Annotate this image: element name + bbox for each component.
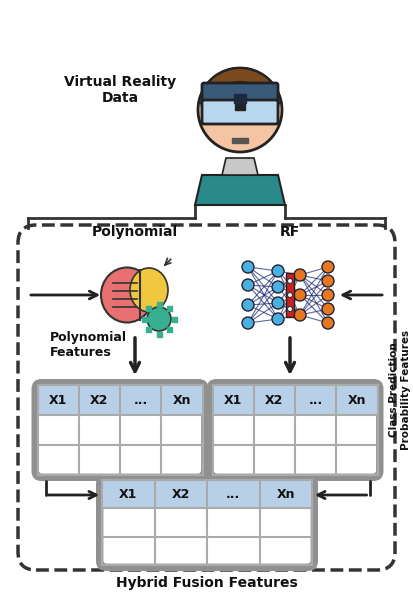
Wedge shape	[199, 68, 281, 105]
FancyBboxPatch shape	[38, 385, 202, 415]
FancyBboxPatch shape	[31, 379, 209, 481]
Text: Virtual Reality
Data: Virtual Reality Data	[64, 75, 176, 105]
Circle shape	[272, 265, 284, 277]
Bar	[167, 327, 172, 332]
FancyBboxPatch shape	[213, 385, 377, 415]
Circle shape	[322, 303, 334, 315]
Circle shape	[322, 275, 334, 287]
Circle shape	[322, 261, 334, 273]
Circle shape	[287, 292, 292, 298]
Text: ...: ...	[226, 488, 240, 500]
Text: X1: X1	[49, 394, 67, 407]
Text: Xn: Xn	[276, 488, 295, 500]
Text: Polynomial
Features: Polynomial Features	[50, 331, 127, 359]
Text: Xn: Xn	[173, 394, 191, 407]
Bar	[157, 301, 161, 307]
Circle shape	[322, 317, 334, 329]
Polygon shape	[195, 175, 285, 205]
Text: X1: X1	[224, 394, 242, 407]
Circle shape	[147, 307, 171, 331]
Circle shape	[287, 307, 292, 311]
Bar	[234, 94, 246, 103]
Circle shape	[287, 278, 292, 283]
Bar	[167, 306, 172, 311]
Bar	[235, 102, 245, 110]
Circle shape	[294, 289, 306, 301]
Text: ...: ...	[133, 394, 148, 407]
Ellipse shape	[130, 268, 168, 312]
Circle shape	[242, 279, 254, 291]
Text: Polynomial: Polynomial	[92, 225, 178, 239]
FancyBboxPatch shape	[202, 83, 278, 107]
Text: Hybrid Fusion Features: Hybrid Fusion Features	[116, 576, 298, 590]
Text: Class Prediction
Probability Features: Class Prediction Probability Features	[389, 330, 411, 450]
Circle shape	[272, 313, 284, 325]
FancyBboxPatch shape	[96, 474, 318, 571]
Ellipse shape	[101, 268, 153, 323]
FancyBboxPatch shape	[38, 385, 202, 475]
Circle shape	[242, 299, 254, 311]
Bar	[146, 327, 151, 332]
Bar	[142, 317, 147, 322]
FancyBboxPatch shape	[102, 480, 312, 565]
Text: X2: X2	[90, 394, 109, 407]
Circle shape	[242, 317, 254, 329]
Text: X2: X2	[171, 488, 190, 500]
Bar	[286, 273, 294, 317]
FancyBboxPatch shape	[102, 480, 312, 508]
Circle shape	[242, 261, 254, 273]
Circle shape	[294, 309, 306, 321]
Text: X2: X2	[265, 394, 284, 407]
Circle shape	[272, 297, 284, 309]
Circle shape	[322, 289, 334, 301]
FancyBboxPatch shape	[206, 379, 384, 481]
Text: ...: ...	[309, 394, 323, 407]
Bar	[157, 331, 161, 337]
Circle shape	[294, 269, 306, 281]
Text: RF: RF	[280, 225, 300, 239]
Bar	[232, 138, 248, 143]
Circle shape	[272, 281, 284, 293]
Bar	[171, 317, 176, 322]
FancyBboxPatch shape	[213, 385, 377, 475]
Text: Xn: Xn	[348, 394, 366, 407]
Polygon shape	[222, 158, 258, 175]
Bar	[146, 306, 151, 311]
Text: X1: X1	[119, 488, 138, 500]
Circle shape	[198, 68, 282, 152]
FancyBboxPatch shape	[202, 100, 278, 124]
